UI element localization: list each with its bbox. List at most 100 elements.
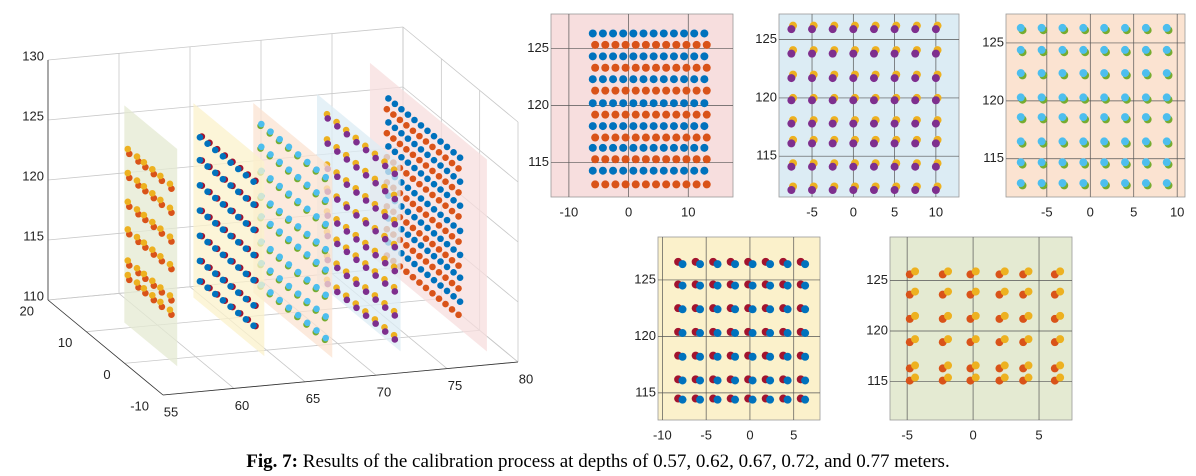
point [692, 86, 701, 95]
point [690, 75, 699, 84]
point-3d [396, 116, 404, 124]
point-3d [313, 238, 320, 245]
point [801, 329, 810, 338]
point [731, 305, 740, 314]
point [669, 166, 678, 175]
point [1037, 23, 1046, 32]
point-3d [227, 303, 234, 310]
axis-line [47, 299, 164, 396]
point-3d [227, 232, 234, 240]
point-3d [285, 166, 293, 173]
point-3d [404, 255, 412, 262]
point-3d [166, 306, 174, 314]
point [1121, 179, 1130, 188]
point [649, 52, 658, 61]
y-tick-label: 115 [756, 148, 777, 163]
point [783, 395, 792, 404]
grid-line [402, 86, 519, 183]
point-3d [219, 175, 227, 183]
point [680, 75, 689, 84]
point-3d [313, 258, 320, 266]
point [1024, 335, 1033, 344]
point-3d [429, 216, 436, 224]
point [808, 96, 817, 105]
point [1100, 93, 1109, 102]
point [944, 335, 953, 344]
point-3d [219, 226, 227, 233]
point [629, 75, 638, 84]
point [828, 119, 837, 128]
point [641, 86, 650, 95]
point [1016, 113, 1025, 122]
point-3d [204, 140, 211, 147]
point [890, 162, 899, 171]
point-3d [242, 194, 250, 202]
point [1121, 113, 1130, 122]
point [621, 63, 630, 72]
point-3d [409, 127, 417, 135]
point [911, 96, 920, 105]
point-3d [250, 178, 257, 185]
point-3d [430, 276, 438, 284]
point-3d [250, 301, 257, 309]
point [588, 29, 597, 38]
point-3d [381, 162, 389, 170]
point-3d [234, 188, 242, 196]
point-3d [353, 212, 360, 219]
point [692, 180, 701, 189]
y-tick-label: 0 [103, 367, 110, 382]
point [690, 99, 699, 108]
point [911, 311, 920, 320]
point [1000, 287, 1009, 296]
point [849, 49, 858, 58]
point [659, 122, 668, 131]
point [731, 395, 740, 404]
point [787, 186, 796, 195]
point-3d [417, 146, 425, 153]
point [828, 74, 837, 83]
point [639, 75, 648, 84]
point-3d [304, 319, 311, 327]
point [1162, 69, 1171, 78]
point-3d [211, 290, 219, 298]
point [787, 139, 796, 148]
point-3d [416, 132, 423, 140]
point [598, 29, 607, 38]
point-3d [242, 270, 250, 278]
point-3d [334, 288, 341, 296]
point [652, 180, 661, 189]
point-3d [443, 287, 451, 295]
point [1141, 113, 1150, 122]
point [682, 110, 691, 119]
point [680, 143, 689, 152]
y-tick-label: 115 [867, 373, 888, 388]
point-3d [362, 243, 370, 251]
point [641, 40, 650, 49]
point-3d [437, 235, 444, 243]
point [828, 49, 837, 58]
point-3d [334, 123, 341, 130]
point [619, 166, 628, 175]
point [591, 133, 600, 142]
point-3d [435, 246, 443, 253]
point [1079, 158, 1088, 167]
point [1000, 361, 1009, 370]
point [1000, 311, 1009, 320]
point [641, 180, 650, 189]
point [649, 143, 658, 152]
point [944, 361, 953, 370]
point-3d [334, 196, 341, 203]
point [931, 74, 940, 83]
point [890, 119, 899, 128]
point-3d [391, 267, 399, 275]
point [598, 143, 607, 152]
point [639, 122, 648, 131]
point [971, 361, 980, 370]
point-3d [411, 140, 418, 148]
x-tick-label: 5 [1035, 427, 1042, 442]
x-tick-label: 5 [790, 427, 797, 442]
point-3d [285, 304, 293, 311]
point [611, 133, 620, 142]
point-3d [430, 230, 438, 237]
point-3d [372, 227, 379, 235]
